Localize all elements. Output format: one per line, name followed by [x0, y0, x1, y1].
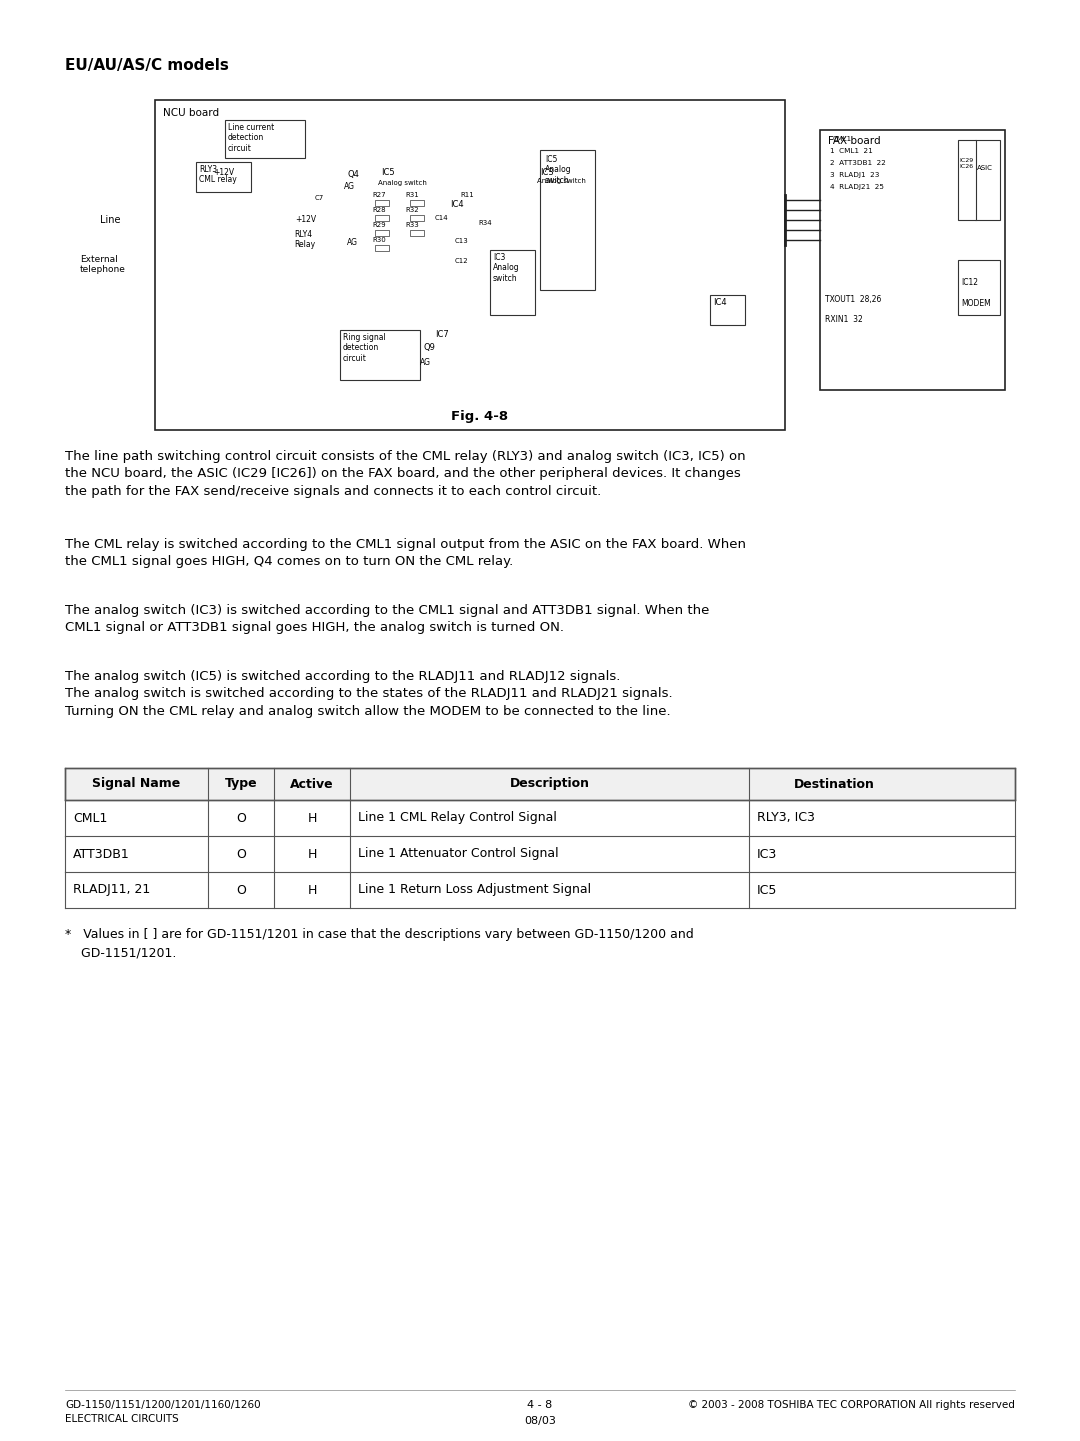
Text: CML1: CML1: [833, 135, 852, 143]
Text: GD-1150/1151/1200/1201/1160/1260
ELECTRICAL CIRCUITS: GD-1150/1151/1200/1201/1160/1260 ELECTRI…: [65, 1401, 260, 1424]
Text: Description: Description: [510, 778, 590, 791]
Text: C7: C7: [315, 195, 324, 200]
Text: R30: R30: [372, 236, 386, 244]
Text: CML1: CML1: [73, 811, 107, 824]
Text: 4 - 8
08/03: 4 - 8 08/03: [524, 1401, 556, 1427]
Text: IC4: IC4: [450, 200, 463, 209]
Text: IC3
Analog
switch: IC3 Analog switch: [492, 254, 519, 282]
Bar: [540, 150, 595, 290]
Text: The analog switch (IC3) is switched according to the CML1 signal and ATT3DB1 sig: The analog switch (IC3) is switched acco…: [65, 604, 710, 634]
Text: R29: R29: [372, 222, 386, 228]
Text: O: O: [235, 883, 245, 896]
Text: IC3: IC3: [757, 847, 778, 860]
Text: EU/AU/AS/C models: EU/AU/AS/C models: [65, 58, 229, 73]
Bar: [375, 215, 389, 220]
Text: AG: AG: [347, 238, 357, 246]
Text: 1  CML1  21: 1 CML1 21: [831, 148, 873, 154]
Text: R27: R27: [372, 192, 386, 197]
Text: ATT3DB1: ATT3DB1: [73, 847, 130, 860]
Text: Line 1 CML Relay Control Signal: Line 1 CML Relay Control Signal: [357, 811, 557, 824]
Text: Line 1 Attenuator Control Signal: Line 1 Attenuator Control Signal: [357, 847, 558, 860]
Text: IC7: IC7: [435, 330, 449, 339]
Bar: [975, 140, 1000, 220]
Text: FAX board: FAX board: [828, 135, 880, 146]
Bar: [490, 249, 535, 316]
Text: External
telephone: External telephone: [80, 255, 126, 274]
Text: R28: R28: [372, 208, 386, 213]
Text: The analog switch (IC5) is switched according to the RLADJ11 and RLADJ12 signals: The analog switch (IC5) is switched acco…: [65, 670, 673, 718]
Text: Q9: Q9: [423, 343, 435, 352]
Bar: [375, 200, 389, 206]
Text: IC5
Analog
switch: IC5 Analog switch: [545, 156, 571, 184]
Bar: [410, 215, 424, 220]
Text: The line path switching control circuit consists of the CML relay (RLY3) and ana: The line path switching control circuit …: [65, 450, 745, 499]
Text: O: O: [235, 847, 245, 860]
Bar: [820, 130, 1005, 391]
Text: AG: AG: [420, 357, 431, 367]
Text: IC4: IC4: [713, 298, 727, 307]
Text: Line 1 Return Loss Adjustment Signal: Line 1 Return Loss Adjustment Signal: [357, 883, 591, 896]
Text: H: H: [308, 847, 316, 860]
Bar: [410, 231, 424, 236]
Text: AG: AG: [345, 182, 355, 192]
Text: IC5: IC5: [381, 169, 394, 177]
Bar: [65, 768, 1015, 800]
Bar: [225, 120, 305, 159]
Bar: [958, 140, 976, 220]
Text: Ring signal
detection
circuit: Ring signal detection circuit: [343, 333, 386, 363]
Text: IC3: IC3: [540, 169, 554, 177]
Text: Line: Line: [100, 215, 121, 225]
Text: Analog switch: Analog switch: [537, 179, 585, 184]
Text: RLY3
CML relay: RLY3 CML relay: [199, 166, 237, 184]
Text: IC5: IC5: [757, 883, 778, 896]
Text: R34: R34: [478, 220, 491, 226]
Text: +12V: +12V: [295, 215, 316, 223]
Bar: [710, 295, 745, 326]
Text: Fig. 4-8: Fig. 4-8: [451, 411, 509, 424]
Text: Destination: Destination: [794, 778, 875, 791]
Text: Line current
detection
circuit: Line current detection circuit: [228, 122, 274, 153]
Text: Active: Active: [291, 778, 334, 791]
Text: The CML relay is switched according to the CML1 signal output from the ASIC on t: The CML relay is switched according to t…: [65, 537, 746, 569]
Text: IC12

MODEM: IC12 MODEM: [961, 278, 990, 308]
Text: RLY3, IC3: RLY3, IC3: [757, 811, 815, 824]
Text: H: H: [308, 883, 316, 896]
Text: Type: Type: [225, 778, 257, 791]
Text: R11: R11: [460, 192, 474, 197]
Text: C12: C12: [455, 258, 469, 264]
Text: C14: C14: [435, 215, 448, 220]
Text: RLADJ11, 21: RLADJ11, 21: [73, 883, 150, 896]
Text: © 2003 - 2008 TOSHIBA TEC CORPORATION All rights reserved: © 2003 - 2008 TOSHIBA TEC CORPORATION Al…: [688, 1401, 1015, 1409]
Text: RLY4
Relay: RLY4 Relay: [294, 231, 315, 249]
Text: R31: R31: [405, 192, 419, 197]
Text: Q4: Q4: [347, 170, 359, 179]
Text: H: H: [308, 811, 316, 824]
Bar: [410, 200, 424, 206]
Bar: [958, 259, 1000, 316]
Text: 2  ATT3DB1  22: 2 ATT3DB1 22: [831, 160, 886, 166]
Text: TXOUT1  28,26: TXOUT1 28,26: [825, 295, 881, 304]
Text: 4  RLADJ21  25: 4 RLADJ21 25: [831, 184, 885, 190]
Bar: [375, 231, 389, 236]
Bar: [375, 245, 389, 251]
Text: O: O: [235, 811, 245, 824]
Text: Analog switch: Analog switch: [378, 180, 427, 186]
Bar: [156, 99, 785, 429]
Text: Signal Name: Signal Name: [92, 778, 180, 791]
Text: 3  RLADJ1  23: 3 RLADJ1 23: [831, 171, 879, 179]
Text: C13: C13: [455, 238, 469, 244]
Text: R33: R33: [405, 222, 419, 228]
Text: NCU board: NCU board: [163, 108, 219, 118]
Text: IC29
IC26: IC29 IC26: [959, 159, 973, 169]
Text: ASIC: ASIC: [977, 166, 993, 171]
Bar: [195, 161, 251, 192]
Text: *   Values in [ ] are for GD-1151/1201 in case that the descriptions vary betwee: * Values in [ ] are for GD-1151/1201 in …: [65, 928, 693, 960]
Text: +12V: +12V: [213, 169, 234, 177]
Text: R32: R32: [405, 208, 419, 213]
Text: RXIN1  32: RXIN1 32: [825, 316, 863, 324]
Bar: [340, 330, 420, 380]
